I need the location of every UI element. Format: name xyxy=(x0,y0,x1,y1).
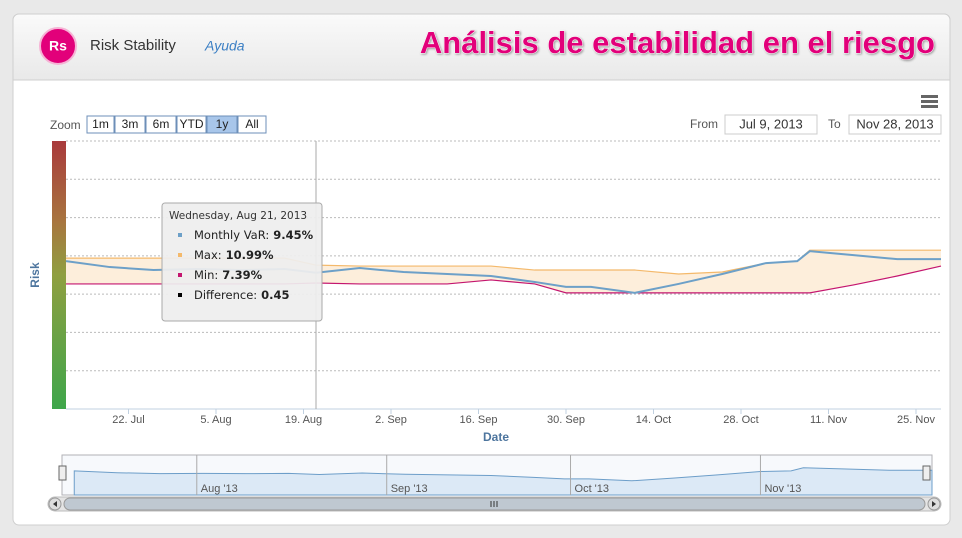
navigator-handle[interactable] xyxy=(922,465,931,481)
x-tick-label: 25. Nov xyxy=(897,414,935,426)
zoom-button-label: 3m xyxy=(122,117,139,131)
scroll-left-arrow xyxy=(53,501,57,507)
navigator-tick-label: Nov '13 xyxy=(764,483,801,495)
to-input[interactable] xyxy=(848,114,942,135)
tooltip-value: 0.45 xyxy=(261,288,289,302)
x-tick-label: 11. Nov xyxy=(810,414,848,426)
x-tick-label: 2. Sep xyxy=(375,414,407,426)
navigator-tick-label: Aug '13 xyxy=(201,483,238,495)
zoom-button[interactable] xyxy=(237,115,267,134)
tooltip-row: Difference: 0.45 xyxy=(194,288,290,302)
tooltip-row: Monthly VaR: 9.45% xyxy=(194,228,314,242)
scroll-grip xyxy=(490,501,498,507)
zoom-button-label: YTD xyxy=(180,117,204,131)
to-label: To xyxy=(828,117,841,131)
card-header xyxy=(12,13,951,81)
navigator-tick-label: Oct '13 xyxy=(575,483,610,495)
to-value: Nov 28, 2013 xyxy=(856,116,933,131)
x-tick-label: 28. Oct xyxy=(723,414,758,426)
menu-icon[interactable] xyxy=(921,95,938,108)
menu-bar xyxy=(921,95,938,98)
x-tick-label: 19. Aug xyxy=(285,414,322,426)
tooltip-value: 9.45% xyxy=(273,228,313,242)
x-tick-label: 14. Oct xyxy=(636,414,671,426)
zoom-label: Zoom xyxy=(50,118,81,132)
zoom-button[interactable] xyxy=(114,115,146,134)
navigator-area xyxy=(73,467,933,496)
x-tick-label: 22. Jul xyxy=(112,414,144,426)
logo xyxy=(39,27,77,65)
x-tick-label: 16. Sep xyxy=(460,414,498,426)
zoom-button-label: 1y xyxy=(216,117,229,131)
tooltip-row: Max: 10.99% xyxy=(194,248,274,262)
tooltip-value: 7.39% xyxy=(222,268,262,282)
tooltip-bullet xyxy=(178,233,182,237)
tooltip-box xyxy=(161,202,323,322)
zoom-button[interactable] xyxy=(176,115,207,134)
menu-bar xyxy=(921,100,938,103)
from-value: Jul 9, 2013 xyxy=(739,116,803,131)
risk-scale-bar xyxy=(52,141,66,409)
menu-bar xyxy=(921,105,938,108)
scroll-right-arrow xyxy=(932,501,936,507)
tooltip-label: Difference: xyxy=(194,288,257,302)
x-axis-title: Date xyxy=(483,430,509,444)
zoom-button-label: All xyxy=(245,117,258,131)
tooltip-date: Wednesday, Aug 21, 2013 xyxy=(169,210,307,222)
tooltip-value: 10.99% xyxy=(226,248,274,262)
y-axis-title: Risk xyxy=(28,262,42,288)
zoom-button[interactable] xyxy=(145,115,177,134)
tooltip-label: Min: xyxy=(194,268,218,282)
tooltip-bullet xyxy=(178,253,182,257)
tooltip-bullet xyxy=(178,273,182,277)
logo-text: Rs xyxy=(49,38,67,54)
banner: Análisis de estabilidad en el riesgo xyxy=(420,25,935,60)
tooltip-label: Monthly VaR: xyxy=(194,228,269,242)
navigator-handle[interactable] xyxy=(58,465,67,481)
from-input[interactable] xyxy=(724,114,818,135)
tooltip-row: Min: 7.39% xyxy=(194,268,263,282)
zoom-button-label: 6m xyxy=(153,117,170,131)
widget-title: Risk Stability xyxy=(90,37,176,54)
navigator-tick-label: Sep '13 xyxy=(391,483,428,495)
zoom-button-label: 1m xyxy=(92,117,109,131)
tooltip-bullet xyxy=(178,293,182,297)
tooltip-label: Max: xyxy=(194,248,222,262)
help-link[interactable]: Ayuda xyxy=(204,38,245,54)
x-tick-label: 5. Aug xyxy=(200,414,231,426)
x-tick-label: 30. Sep xyxy=(547,414,585,426)
zoom-button[interactable] xyxy=(86,115,115,134)
from-label: From xyxy=(690,117,718,131)
zoom-button[interactable] xyxy=(206,115,238,134)
